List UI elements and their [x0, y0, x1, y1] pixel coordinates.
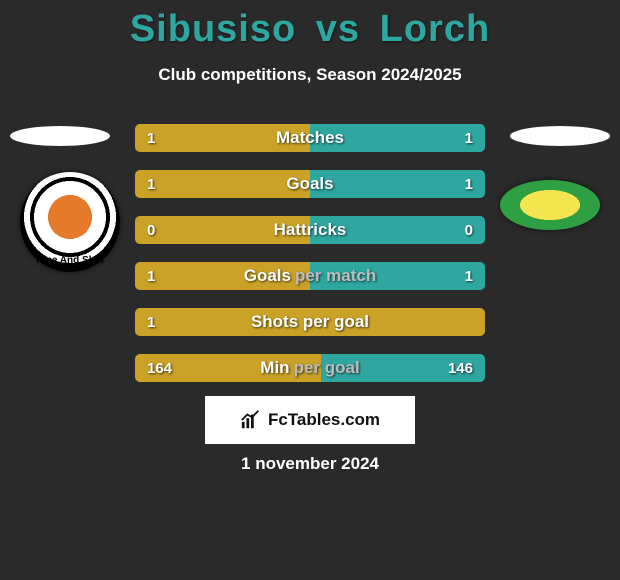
- bar-label: Goals: [135, 170, 485, 198]
- player1-name: Sibusiso: [130, 8, 296, 50]
- date-text: 1 november 2024: [0, 454, 620, 474]
- bar-label: Shots per goal: [135, 308, 485, 336]
- stat-bar-row: 11Goals: [135, 170, 485, 198]
- bar-label-secondary: per goal: [294, 358, 360, 378]
- bar-label-secondary: per match: [295, 266, 376, 286]
- bar-label-main: Matches: [276, 128, 344, 148]
- player2-marker: [510, 126, 610, 146]
- bar-label-main: Hattricks: [274, 220, 347, 240]
- vs-text: vs: [316, 8, 360, 50]
- bar-label: Min per goal: [135, 354, 485, 382]
- player2-name: Lorch: [380, 8, 491, 50]
- stat-bars: 11Matches 11Goals 00Hattricks 11Goals per m…: [135, 124, 485, 400]
- subtitle: Club competitions, Season 2024/2025: [0, 65, 620, 85]
- player1-marker: [10, 126, 110, 146]
- club-logo-right: [500, 180, 600, 230]
- bar-label: Matches: [135, 124, 485, 152]
- bar-label: Goals per match: [135, 262, 485, 290]
- stat-bar-row: 11Goals per match: [135, 262, 485, 290]
- page-title: Sibusiso vs Lorch: [0, 0, 620, 51]
- bar-label: Hattricks: [135, 216, 485, 244]
- stat-bar-row: 1Shots per goal: [135, 308, 485, 336]
- footer-brand-text: FcTables.com: [268, 410, 380, 430]
- bar-label-main: Goals: [244, 266, 291, 286]
- chart-icon: [240, 409, 262, 431]
- bar-label-main: Shots per goal: [251, 312, 369, 332]
- club-logo-left-text: Rise And Shin: [36, 255, 103, 266]
- club-logo-left: Rise And Shin: [20, 172, 120, 272]
- stat-bar-row: 11Matches: [135, 124, 485, 152]
- bar-label-main: Goals: [286, 174, 333, 194]
- bar-label-main: Min: [260, 358, 289, 378]
- footer-brand-badge: FcTables.com: [205, 396, 415, 444]
- stat-bar-row: 164146Min per goal: [135, 354, 485, 382]
- stat-bar-row: 00Hattricks: [135, 216, 485, 244]
